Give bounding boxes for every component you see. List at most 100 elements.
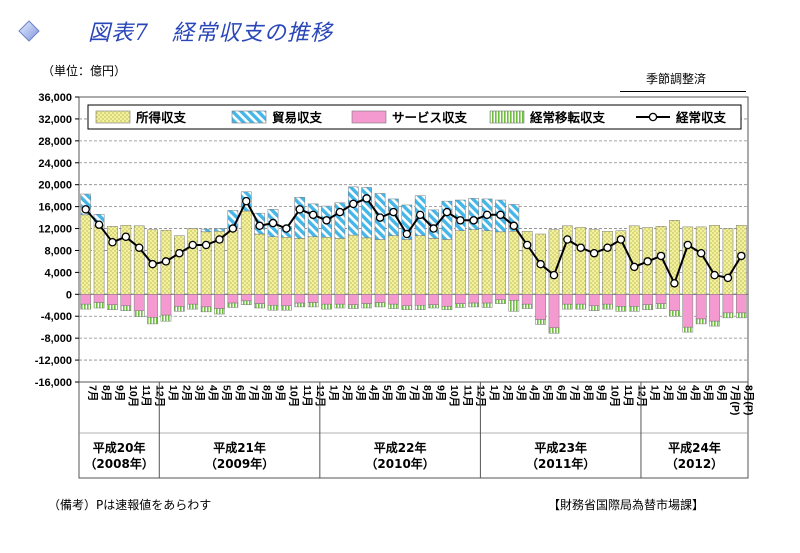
bar-services — [388, 294, 399, 305]
point-current — [134, 243, 144, 252]
page-title: 図表7 経常収支の推移 — [88, 21, 333, 46]
x-tick-label: 5月 — [702, 385, 714, 401]
x-tick-label: 11月 — [301, 385, 313, 407]
bar-services — [200, 294, 212, 308]
x-tick-label: 2月 — [341, 385, 353, 401]
legend-swatch-transfers — [489, 110, 525, 124]
point-current — [737, 251, 746, 261]
bar-transfers — [441, 306, 453, 310]
bar-services — [695, 294, 707, 320]
bar-transfers — [521, 303, 533, 309]
x-tick-label: 8月 — [421, 385, 433, 401]
legend-swatch-trade — [231, 110, 267, 124]
bar-income — [588, 229, 600, 295]
bar-income — [334, 238, 346, 295]
point-current — [308, 210, 318, 220]
point-current — [603, 243, 612, 252]
bar-income — [682, 226, 694, 295]
legend-label-trade: 貿易収支 — [272, 110, 323, 125]
bar-transfers — [174, 306, 185, 312]
x-tick-label: 10月 — [287, 385, 299, 407]
x-tick-label: 7月(P) — [729, 385, 741, 415]
legend-box — [87, 104, 742, 130]
point-current — [710, 270, 719, 280]
bar-trade — [454, 199, 466, 231]
bar-income — [174, 235, 185, 295]
x-tick-label: 1月 — [167, 385, 179, 401]
bar-services — [481, 294, 493, 304]
year-sub-label: （2009年） — [205, 456, 274, 471]
bar-income — [374, 239, 386, 295]
point-current — [389, 207, 398, 217]
bar-transfers — [214, 308, 225, 315]
bar-services — [267, 294, 279, 306]
bar-income — [468, 229, 480, 295]
bar-services — [374, 294, 386, 303]
point-current — [228, 224, 238, 233]
x-tick-label: 3月 — [515, 385, 527, 401]
bar-transfers — [642, 304, 653, 310]
bar-income — [428, 238, 439, 295]
bar-services — [575, 294, 587, 305]
bar-income — [93, 225, 105, 295]
bar-transfers — [254, 303, 265, 309]
bar-services — [321, 294, 332, 305]
bar-transfers — [655, 303, 667, 309]
point-current — [536, 259, 545, 269]
bar-trade — [468, 198, 480, 230]
point-current — [670, 279, 679, 288]
point-current — [282, 224, 291, 233]
x-tick-label: 11月 — [461, 385, 473, 407]
bar-transfers — [401, 305, 413, 310]
x-tick-label: 2月 — [501, 385, 513, 401]
bar-services — [294, 294, 306, 304]
bar-income — [321, 237, 332, 295]
point-current — [255, 221, 264, 231]
bar-transfers — [160, 314, 172, 322]
bar-income — [267, 236, 279, 295]
bar-transfers — [682, 326, 694, 333]
bar-services — [642, 294, 653, 305]
bar-services — [147, 294, 158, 318]
bar-income — [240, 210, 252, 295]
year-sub-label: （2011年） — [526, 456, 595, 471]
point-current — [402, 229, 412, 239]
bar-services — [334, 294, 346, 305]
bar-trade — [214, 228, 225, 232]
bar-income — [508, 231, 520, 295]
bar-transfers — [200, 306, 212, 313]
x-tick-label: 2月 — [180, 385, 192, 401]
point-current — [616, 235, 626, 244]
point-current — [322, 216, 331, 225]
diamond-icon — [18, 20, 40, 42]
point-current — [175, 248, 184, 258]
x-tick-label: 10月 — [609, 385, 621, 407]
point-current — [683, 240, 693, 250]
y-tick-label: 28,000 — [38, 136, 72, 148]
point-current — [108, 237, 117, 247]
point-current — [335, 207, 345, 217]
bar-transfers — [120, 305, 132, 312]
bar-services — [227, 294, 239, 304]
bar-trade — [388, 198, 399, 236]
x-tick-label: 3月 — [194, 385, 206, 401]
bar-transfers — [374, 302, 386, 308]
point-current — [563, 235, 572, 244]
legend-swatch-income — [95, 110, 131, 124]
bar-transfers — [267, 305, 279, 311]
legend-label-income: 所得収支 — [136, 110, 187, 125]
bar-trade — [307, 203, 319, 238]
bar-services — [562, 294, 573, 305]
x-tick-label: 7月 — [247, 385, 259, 401]
x-tick-label: 10月 — [127, 385, 139, 407]
point-current — [496, 210, 505, 220]
x-tick-label: 8月 — [100, 385, 112, 401]
bar-trade — [508, 204, 520, 232]
bar-services — [401, 294, 413, 307]
x-tick-label: 4月 — [528, 385, 540, 401]
bar-transfers — [80, 303, 92, 310]
point-current — [442, 207, 452, 217]
x-tick-label: 9月 — [113, 385, 125, 401]
bar-services — [93, 294, 105, 303]
